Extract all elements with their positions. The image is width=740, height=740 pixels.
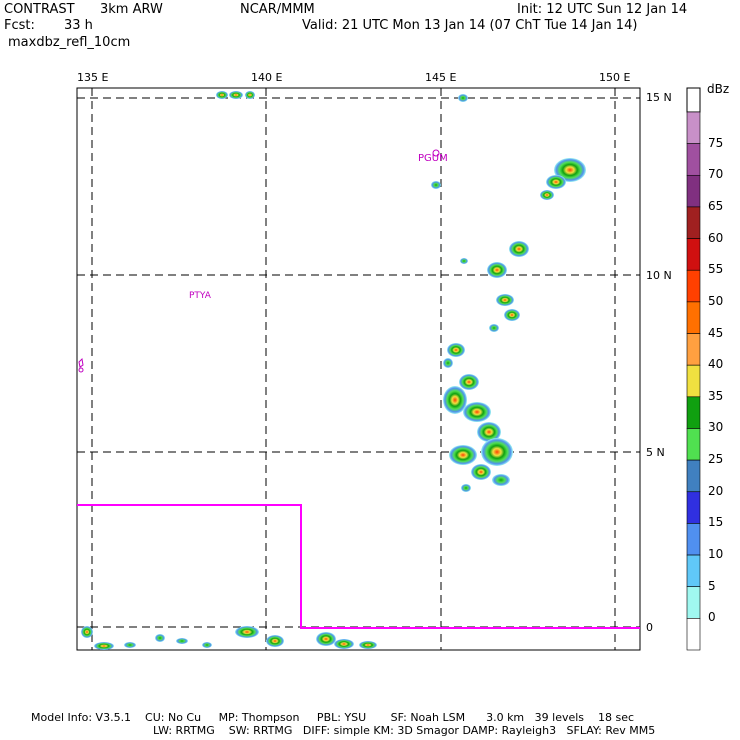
colorbar-level-label: 40 bbox=[708, 357, 724, 372]
model-name: 3km ARW bbox=[100, 2, 163, 17]
colorbar-swatch bbox=[686, 618, 701, 651]
map-frame bbox=[76, 87, 641, 651]
echo-cell bbox=[458, 94, 468, 102]
echo-cell bbox=[504, 309, 520, 321]
colorbar-swatch bbox=[686, 111, 701, 144]
colorbar-level-label: 75 bbox=[708, 135, 724, 150]
reflectivity-cells bbox=[81, 91, 586, 650]
lon-label-145: 145 E bbox=[425, 71, 457, 84]
colorbar-swatch bbox=[686, 586, 701, 619]
echo-cell bbox=[540, 190, 554, 200]
echo-cell bbox=[489, 324, 499, 332]
echo-cell bbox=[492, 474, 510, 486]
echo-cell bbox=[459, 374, 479, 390]
colorbar-level-label: 55 bbox=[708, 262, 724, 277]
island-outline bbox=[78, 357, 84, 373]
colorbar-swatch bbox=[686, 238, 701, 271]
forecast-label: Fcst: bbox=[4, 18, 35, 33]
lon-label-150: 150 E bbox=[599, 71, 631, 84]
colorbar-swatch bbox=[686, 174, 701, 208]
station-label-ptya: PTYA bbox=[189, 291, 212, 301]
colorbar-level-label: 30 bbox=[708, 420, 724, 435]
colorbar-level-label: 25 bbox=[708, 452, 724, 467]
colorbar-swatch bbox=[686, 206, 701, 239]
lat-label-10n: 10 N bbox=[646, 269, 672, 282]
center-name: NCAR/MMM bbox=[240, 2, 315, 17]
echo-cell bbox=[496, 294, 514, 306]
echo-cell bbox=[461, 484, 471, 492]
echo-cell bbox=[124, 642, 136, 648]
colorbar-swatch bbox=[686, 491, 701, 524]
forecast-value: 33 h bbox=[64, 18, 93, 33]
colorbar-level-label: 60 bbox=[708, 230, 724, 245]
echo-cell bbox=[94, 642, 114, 650]
colorbar-level-label: 70 bbox=[708, 167, 724, 182]
echo-cell bbox=[229, 91, 243, 99]
colorbar-level-label: 5 bbox=[708, 578, 716, 593]
colorbar bbox=[686, 87, 701, 651]
colorbar-swatch bbox=[686, 333, 701, 366]
lat-label-0: 0 bbox=[646, 621, 653, 634]
lon-label-135: 135 E bbox=[77, 71, 109, 84]
echo-cell bbox=[481, 438, 513, 466]
echo-cell bbox=[463, 402, 491, 422]
station-label-pgum: PGUM bbox=[418, 153, 448, 164]
echo-cell bbox=[431, 181, 441, 189]
echo-cell bbox=[176, 638, 188, 644]
echo-cell bbox=[359, 641, 377, 649]
echo-cell bbox=[266, 635, 284, 647]
valid-time: Valid: 21 UTC Mon 13 Jan 14 (07 ChT Tue … bbox=[302, 18, 638, 33]
colorbar-level-label: 35 bbox=[708, 388, 724, 403]
echo-cell bbox=[245, 91, 255, 99]
colorbar-swatch bbox=[686, 523, 701, 556]
echo-cell bbox=[443, 386, 467, 414]
colorbar-swatch bbox=[686, 554, 701, 588]
echo-cell bbox=[447, 343, 465, 357]
colorbar-cap bbox=[686, 87, 701, 113]
colorbar-swatch bbox=[686, 364, 701, 398]
colorbar-swatch bbox=[686, 459, 701, 493]
echo-cell bbox=[460, 258, 468, 264]
lon-label-140: 140 E bbox=[251, 71, 283, 84]
echo-cell bbox=[477, 422, 501, 442]
echo-cell bbox=[334, 639, 354, 649]
colorbar-swatch bbox=[686, 301, 701, 334]
echo-cell bbox=[509, 241, 529, 257]
echo-cell bbox=[155, 634, 165, 642]
echo-cell bbox=[554, 158, 586, 182]
model-info-line1: Model Info: V3.5.1 CU: No Cu MP: Thompso… bbox=[31, 711, 635, 724]
lat-label-5n: 5 N bbox=[646, 446, 665, 459]
colorbar-level-label: 50 bbox=[708, 293, 724, 308]
colorbar-swatch bbox=[686, 143, 701, 176]
colorbar-swatch bbox=[686, 428, 701, 461]
colorbar-unit: dBz bbox=[707, 82, 730, 96]
lat-label-15n: 15 N bbox=[646, 91, 672, 104]
colorbar-level-label: 45 bbox=[708, 325, 724, 340]
colorbar-swatch bbox=[686, 396, 701, 429]
colorbar-level-label: 65 bbox=[708, 198, 724, 213]
echo-cell bbox=[202, 642, 212, 648]
model-info-line2: LW: RRTMG SW: RRTMG DIFF: simple KM: 3D … bbox=[153, 724, 656, 737]
colorbar-level-label: 10 bbox=[708, 547, 724, 562]
colorbar-swatch bbox=[686, 269, 701, 303]
station-marker-pgum bbox=[432, 149, 440, 157]
colorbar-level-label: 20 bbox=[708, 483, 724, 498]
echo-cell bbox=[235, 626, 259, 638]
echo-cell bbox=[449, 445, 477, 465]
experiment-name: CONTRAST bbox=[4, 2, 75, 17]
echo-cell bbox=[443, 358, 453, 368]
echo-cell bbox=[216, 91, 228, 99]
echo-cell bbox=[316, 632, 336, 646]
echo-cell bbox=[546, 175, 566, 189]
echo-cell bbox=[471, 464, 491, 480]
field-name: maxdbz_refl_10cm bbox=[8, 35, 131, 50]
lat-lon-grid bbox=[77, 88, 640, 650]
colorbar-level-label: 15 bbox=[708, 515, 724, 530]
echo-cell bbox=[487, 262, 507, 278]
init-time: Init: 12 UTC Sun 12 Jan 14 bbox=[517, 2, 688, 17]
echo-cell bbox=[81, 626, 93, 638]
colorbar-level-label: 0 bbox=[708, 610, 716, 625]
region-boundary bbox=[77, 504, 640, 629]
